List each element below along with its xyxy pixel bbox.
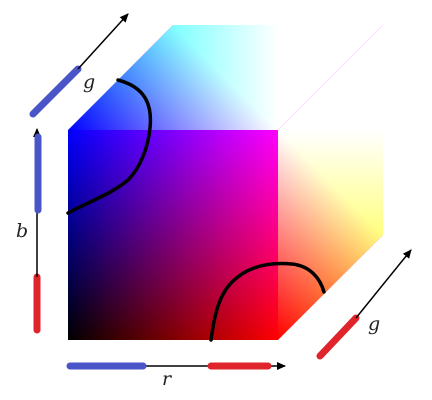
r-axis-label: r [162, 368, 173, 390]
b-axis-left: b [16, 128, 42, 334]
g-axis-right-red-bar [316, 314, 360, 360]
r-axis-bottom: r [66, 362, 286, 390]
g-axis-bottom-right: g [316, 249, 412, 360]
g-axis-top-blue-bar [29, 65, 82, 118]
g-axis-top-arrow [77, 13, 129, 70]
cube-right-face [278, 25, 383, 340]
boundary-curve-lower-right [209, 261, 326, 342]
g-axis-top-left: g [29, 13, 129, 118]
boundary-curve-upper-left [66, 78, 153, 215]
g-axis-right-arrow [355, 249, 412, 319]
g-axis-top-label: g [83, 71, 95, 93]
b-axis-label: b [16, 220, 28, 242]
g-axis-right-label: g [368, 313, 380, 335]
cube-front-face [68, 130, 278, 340]
